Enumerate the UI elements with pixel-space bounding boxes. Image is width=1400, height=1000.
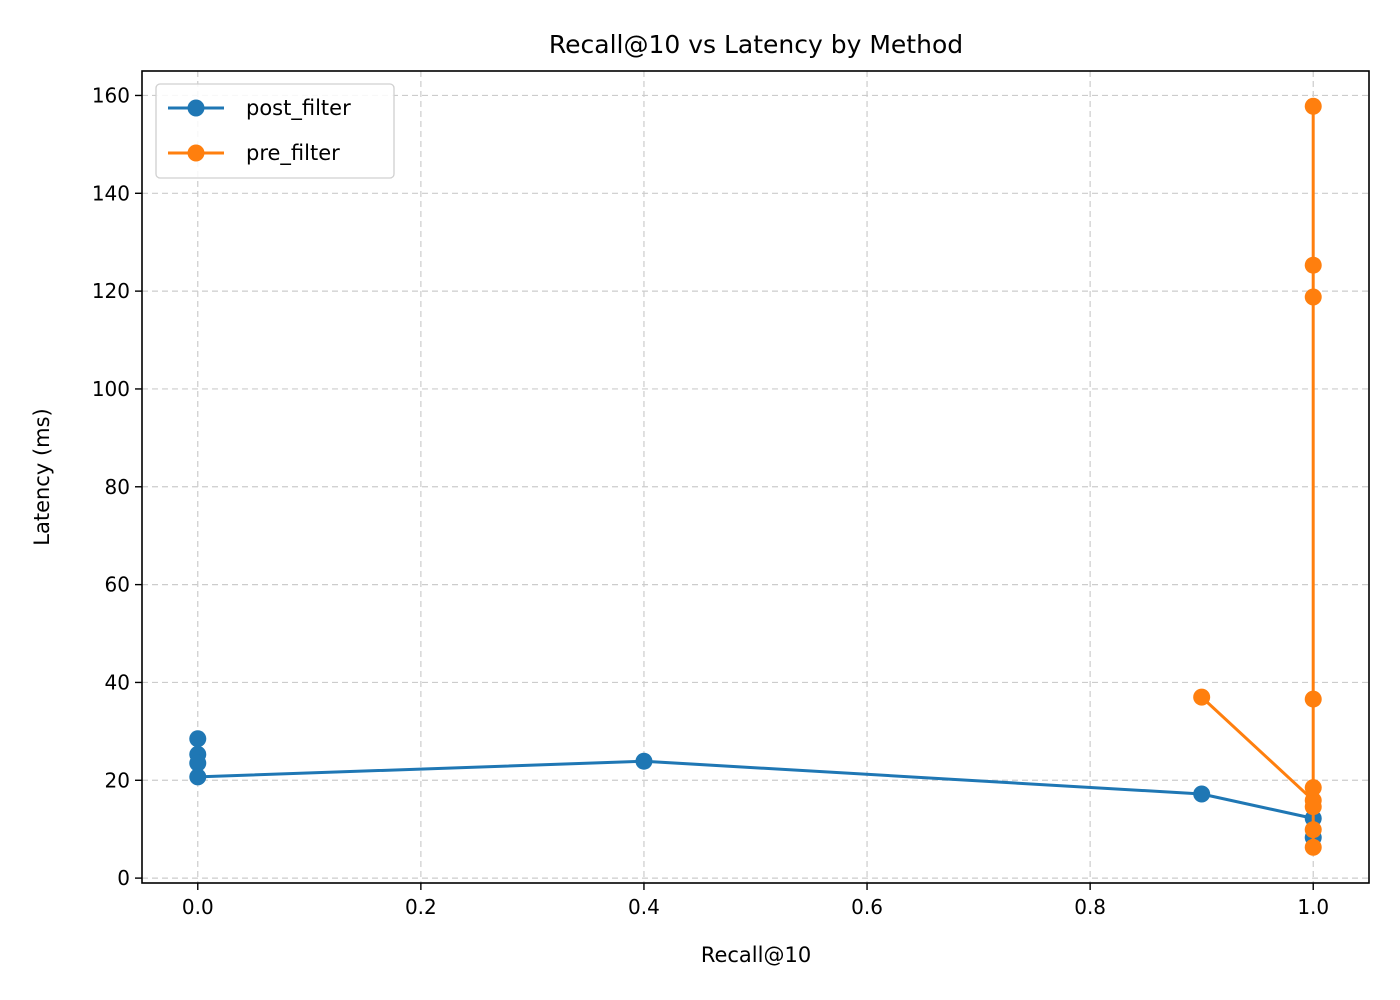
x-axis-title: Recall@10 bbox=[701, 943, 811, 967]
x-tick-label: 0.0 bbox=[182, 895, 214, 919]
x-tick-label: 0.6 bbox=[851, 895, 883, 919]
data-point bbox=[1304, 256, 1322, 274]
legend-item-pre_filter: pre_filter bbox=[168, 141, 340, 166]
y-tick-label: 140 bbox=[92, 181, 130, 205]
x-tick-label: 0.2 bbox=[405, 895, 437, 919]
series-layer bbox=[189, 97, 1322, 856]
data-point bbox=[1304, 97, 1322, 115]
data-point bbox=[1193, 785, 1211, 803]
y-tick-label: 160 bbox=[92, 83, 130, 107]
data-point bbox=[1304, 690, 1322, 708]
data-point bbox=[1304, 288, 1322, 306]
y-tick-label: 60 bbox=[105, 573, 130, 597]
y-tick-label: 100 bbox=[92, 377, 130, 401]
data-point bbox=[189, 754, 207, 772]
legend: post_filter pre_filter bbox=[155, 83, 395, 179]
legend-label: post_filter bbox=[246, 96, 351, 121]
x-tick-label: 0.4 bbox=[628, 895, 660, 919]
data-point bbox=[189, 768, 207, 786]
y-axis: 0 20 40 60 80 100 120 140 160 bbox=[92, 83, 142, 890]
plot-frame bbox=[141, 70, 1370, 884]
data-point bbox=[1304, 779, 1322, 797]
y-tick-label: 40 bbox=[105, 670, 130, 694]
x-tick-label: 1.0 bbox=[1297, 895, 1329, 919]
legend-swatch-marker bbox=[187, 99, 205, 117]
data-point bbox=[1304, 821, 1322, 839]
y-tick-label: 20 bbox=[105, 768, 130, 792]
data-point bbox=[1304, 798, 1322, 816]
chart-title: Recall@10 vs Latency by Method bbox=[549, 30, 963, 59]
y-tick-label: 80 bbox=[105, 475, 130, 499]
data-point bbox=[1304, 838, 1322, 856]
series-pre_filter bbox=[1193, 97, 1322, 856]
legend-label: pre_filter bbox=[246, 141, 340, 166]
x-axis: 0.0 0.2 0.4 0.6 0.8 1.0 bbox=[182, 883, 1329, 919]
x-tick-label: 0.8 bbox=[1074, 895, 1106, 919]
y-tick-label: 0 bbox=[117, 866, 130, 890]
data-point bbox=[1193, 688, 1211, 706]
grid bbox=[142, 71, 1369, 883]
legend-swatch-marker bbox=[187, 144, 205, 162]
data-point bbox=[635, 752, 653, 770]
legend-item-post_filter: post_filter bbox=[168, 96, 351, 121]
y-axis-title: Latency (ms) bbox=[30, 408, 54, 545]
data-point bbox=[189, 730, 207, 748]
y-tick-label: 120 bbox=[92, 279, 130, 303]
